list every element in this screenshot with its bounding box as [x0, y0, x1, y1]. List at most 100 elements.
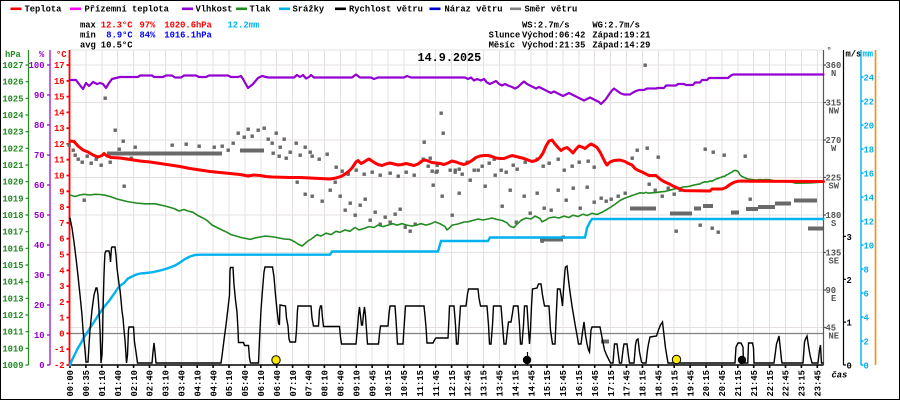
svg-text:04:10: 04:10 — [193, 370, 203, 396]
svg-text:11:45: 11:45 — [432, 370, 442, 396]
svg-text:1014: 1014 — [2, 278, 24, 288]
svg-text:WG:2.7m/s: WG:2.7m/s — [592, 21, 640, 31]
svg-text:1023: 1023 — [2, 128, 23, 138]
svg-text:07:10: 07:10 — [289, 370, 299, 396]
svg-text:%: % — [39, 50, 45, 60]
svg-text:°C: °C — [56, 50, 67, 60]
svg-text:21:15: 21:15 — [734, 370, 744, 396]
svg-text:270: 270 — [826, 136, 842, 146]
svg-text:16:45: 16:45 — [591, 370, 601, 396]
svg-text:22: 22 — [864, 98, 875, 108]
svg-text:01:40: 01:40 — [114, 370, 124, 396]
svg-text:0: 0 — [59, 329, 64, 339]
svg-text:12:15: 12:15 — [448, 370, 458, 396]
svg-text:7: 7 — [59, 219, 64, 229]
svg-text:10:45: 10:45 — [400, 370, 410, 396]
svg-text:12: 12 — [54, 140, 65, 150]
svg-text:08:10: 08:10 — [321, 370, 331, 396]
svg-text:1020.6hPa: 1020.6hPa — [164, 21, 212, 31]
svg-text:14.9.2025: 14.9.2025 — [418, 51, 482, 65]
svg-text:15: 15 — [54, 93, 65, 103]
svg-text:NW: NW — [829, 107, 840, 117]
svg-text:15:15: 15:15 — [543, 370, 553, 396]
svg-text:18:15: 18:15 — [639, 370, 649, 396]
svg-text:Teplota: Teplota — [25, 5, 63, 15]
svg-text:07:40: 07:40 — [305, 370, 315, 396]
svg-text:11:15: 11:15 — [416, 370, 426, 396]
svg-text:90: 90 — [826, 286, 837, 296]
svg-text:Rychlost větru: Rychlost větru — [349, 5, 423, 15]
svg-text:13: 13 — [54, 124, 65, 134]
svg-text:1021: 1021 — [2, 161, 23, 171]
svg-text:14:15: 14:15 — [511, 370, 521, 396]
svg-text:14: 14 — [54, 108, 65, 118]
svg-text:17:15: 17:15 — [607, 370, 617, 396]
svg-text:-2: -2 — [54, 361, 65, 371]
svg-text:22:15: 22:15 — [766, 370, 776, 396]
svg-text:20: 20 — [864, 122, 875, 132]
svg-text:12: 12 — [864, 218, 875, 228]
svg-text:0: 0 — [847, 362, 852, 372]
svg-text:09:45: 09:45 — [368, 370, 378, 396]
svg-text:135: 135 — [826, 249, 842, 259]
svg-text:°: ° — [827, 46, 832, 56]
svg-text:SE: SE — [829, 257, 840, 267]
svg-text:1027: 1027 — [2, 61, 23, 71]
svg-text:WS:2.7m/s: WS:2.7m/s — [522, 21, 570, 31]
svg-text:10: 10 — [864, 242, 875, 252]
svg-text:NE: NE — [829, 332, 840, 342]
svg-text:min: min — [80, 31, 96, 41]
svg-text:22:45: 22:45 — [782, 370, 792, 396]
svg-text:9: 9 — [59, 187, 64, 197]
svg-text:19:15: 19:15 — [670, 370, 680, 396]
svg-text:315: 315 — [826, 99, 842, 109]
svg-text:21:45: 21:45 — [750, 370, 760, 396]
svg-text:23:45: 23:45 — [814, 370, 824, 396]
svg-text:mm: mm — [863, 50, 874, 60]
svg-text:08:40: 08:40 — [337, 370, 347, 396]
svg-text:S: S — [831, 219, 836, 229]
svg-text:Náraz větru: Náraz větru — [445, 5, 503, 15]
svg-text:10: 10 — [34, 331, 45, 341]
svg-text:20: 20 — [34, 301, 45, 311]
svg-text:Tlak: Tlak — [250, 5, 272, 15]
svg-text:01:10: 01:10 — [98, 370, 108, 396]
svg-text:10: 10 — [54, 172, 65, 182]
svg-text:13:15: 13:15 — [480, 370, 490, 396]
svg-text:4: 4 — [59, 266, 65, 276]
svg-text:8: 8 — [864, 266, 869, 276]
svg-text:avg: avg — [80, 41, 96, 51]
svg-text:max: max — [80, 21, 97, 31]
svg-text:15:45: 15:45 — [559, 370, 569, 396]
svg-text:4: 4 — [864, 314, 870, 324]
svg-text:17: 17 — [54, 61, 65, 71]
svg-text:12.3°C: 12.3°C — [101, 21, 133, 31]
svg-text:Srážky: Srážky — [293, 5, 325, 15]
svg-text:1017: 1017 — [2, 228, 23, 238]
svg-text:02:10: 02:10 — [130, 370, 140, 396]
svg-text:Měsíc: Měsíc — [489, 41, 515, 51]
svg-text:90: 90 — [34, 91, 45, 101]
svg-text:05:40: 05:40 — [241, 370, 251, 396]
svg-text:2: 2 — [59, 298, 64, 308]
svg-text:1: 1 — [847, 319, 852, 329]
svg-text:Přízemní teplota: Přízemní teplota — [85, 5, 170, 15]
svg-text:04:40: 04:40 — [209, 370, 219, 396]
svg-text:16: 16 — [864, 170, 875, 180]
svg-text:24: 24 — [864, 74, 875, 84]
svg-text:E: E — [831, 294, 836, 304]
svg-text:1011: 1011 — [2, 328, 23, 338]
svg-text:16: 16 — [54, 77, 65, 87]
svg-text:20:45: 20:45 — [718, 370, 728, 396]
svg-text:1020: 1020 — [2, 178, 23, 188]
svg-text:čas: čas — [832, 371, 848, 381]
svg-text:1013: 1013 — [2, 294, 23, 304]
svg-text:20:15: 20:15 — [702, 370, 712, 396]
svg-text:06:40: 06:40 — [273, 370, 283, 396]
svg-text:100: 100 — [29, 61, 45, 71]
svg-text:W: W — [831, 144, 837, 154]
svg-text:18: 18 — [864, 146, 875, 156]
svg-text:SW: SW — [829, 182, 840, 192]
svg-text:360: 360 — [826, 61, 842, 71]
svg-text:1019: 1019 — [2, 194, 23, 204]
